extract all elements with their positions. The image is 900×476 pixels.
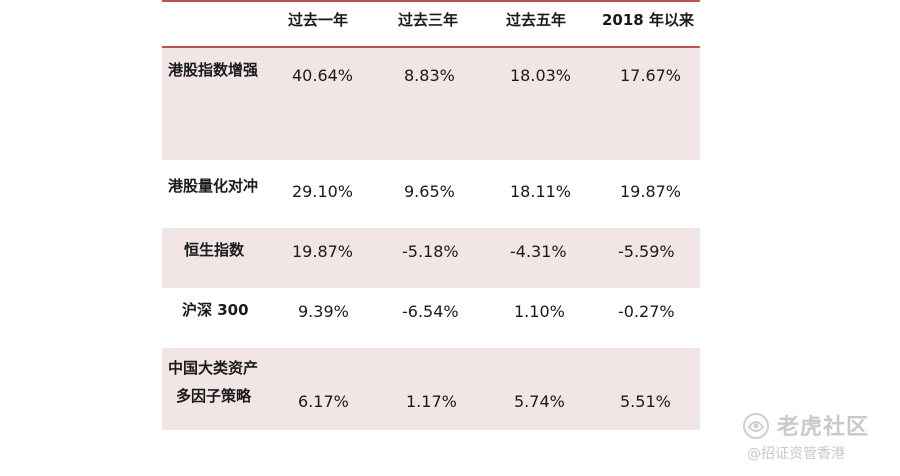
tiger-logo-icon (743, 413, 769, 439)
table-row: 恒生指数 19.87% -5.18% -4.31% -5.59% (162, 228, 700, 288)
cell-3y: 9.65% (404, 182, 455, 201)
cell-1y: 9.39% (298, 302, 349, 321)
header-5y: 过去五年 (506, 11, 567, 29)
header-rule (162, 46, 700, 48)
table-row: 中国大类资产 多因子策略 6.17% 1.17% 5.74% 5.51% (162, 348, 700, 430)
cell-1y: 6.17% (298, 392, 349, 411)
cell-since-2018: 17.67% (620, 66, 682, 85)
cell-1y: 29.10% (292, 182, 354, 201)
cell-1y: 19.87% (292, 242, 354, 261)
cell-since-2018: 19.87% (620, 182, 682, 201)
cell-5y: 18.03% (510, 66, 572, 85)
row-name: 恒生指数 (184, 241, 245, 259)
cell-1y: 40.64% (292, 66, 354, 85)
cell-since-2018: -5.59% (618, 242, 675, 261)
row-name: 港股量化对冲 (168, 177, 259, 195)
cell-5y: 1.10% (514, 302, 565, 321)
row-name: 中国大类资产 (168, 359, 259, 377)
watermark-handle: @招证资管香港 (747, 446, 845, 462)
row-name: 沪深 300 (182, 301, 249, 319)
table-row: 港股量化对冲 29.10% 9.65% 18.11% 19.87% (162, 160, 700, 228)
top-rule (162, 0, 700, 2)
cell-5y: 5.74% (514, 392, 565, 411)
cell-3y: -5.18% (402, 242, 459, 261)
cell-3y: -6.54% (402, 302, 459, 321)
row-name-line2: 多因子策略 (176, 387, 252, 405)
header-3y: 过去三年 (398, 11, 459, 29)
watermark: 老虎社区 @招证资管香港 (741, 407, 886, 467)
table-row: 港股指数增强 40.64% 8.83% 18.03% 17.67% (162, 48, 700, 160)
cell-5y: -4.31% (510, 242, 567, 261)
cell-3y: 8.83% (404, 66, 455, 85)
header-1y: 过去一年 (288, 11, 349, 29)
cell-since-2018: 5.51% (620, 392, 671, 411)
table-row: 沪深 300 9.39% -6.54% 1.10% -0.27% (162, 288, 700, 348)
row-name: 港股指数增强 (168, 61, 259, 79)
cell-3y: 1.17% (406, 392, 457, 411)
cell-5y: 18.11% (510, 182, 572, 201)
header-since-2018: 2018 年以来 (602, 11, 694, 29)
watermark-brand: 老虎社区 (777, 415, 870, 440)
cell-since-2018: -0.27% (618, 302, 675, 321)
